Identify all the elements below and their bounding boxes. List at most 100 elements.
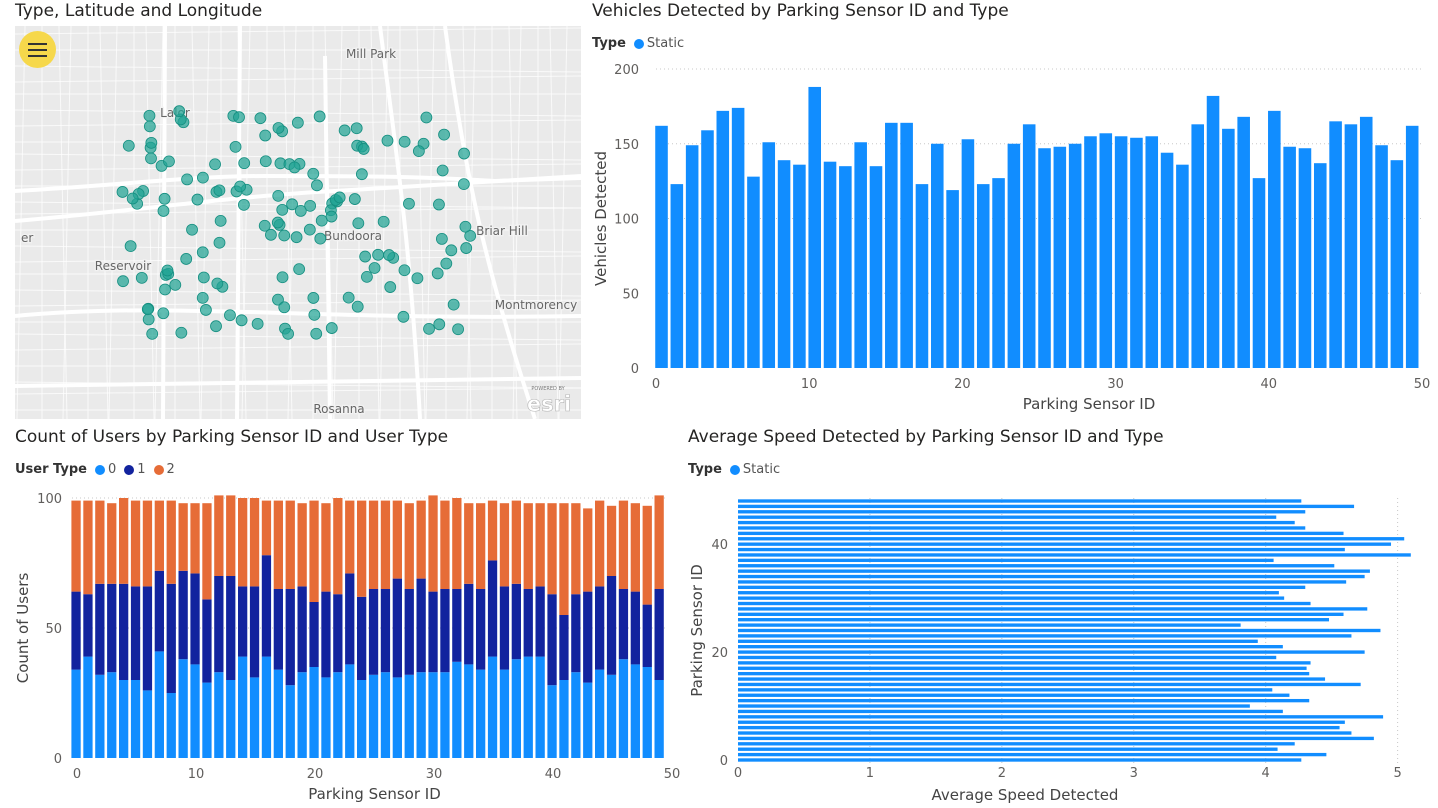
bar-sensor-0 — [738, 758, 1302, 762]
bar-sensor-47 — [738, 504, 1355, 509]
bar-39-type-1 — [535, 586, 545, 657]
map-data-point — [457, 178, 470, 191]
minor-road — [15, 109, 581, 117]
x-tick-label: 1 — [866, 766, 874, 781]
minor-road — [466, 26, 476, 419]
esri-logo: esri — [527, 392, 571, 416]
bar-21-type-2 — [321, 503, 331, 592]
bar-44-type-1 — [595, 586, 605, 670]
x-tick-label: 5 — [1393, 766, 1401, 781]
map-data-point — [433, 318, 446, 331]
map-data-point — [314, 232, 327, 245]
map-data-point — [447, 298, 460, 311]
hamburger-menu-icon[interactable] — [19, 31, 56, 68]
bar-1-type-2 — [83, 500, 93, 595]
y-tick-label: 100 — [37, 492, 62, 507]
map-data-point — [146, 327, 159, 340]
map-data-point — [440, 257, 453, 270]
bar-13-type-1 — [226, 576, 236, 680]
map-data-point — [191, 193, 204, 206]
bar-18-type-1 — [285, 589, 295, 686]
x-tick-label: 10 — [188, 767, 205, 782]
bar-24-type-1 — [357, 596, 367, 680]
legend-item-1[interactable]: 1 — [124, 462, 146, 477]
bar-0-type-1 — [71, 591, 81, 670]
map-data-point — [384, 281, 397, 293]
bar-16-type-0 — [261, 656, 272, 758]
y-tick-label: 0 — [720, 754, 728, 769]
map-data-point — [145, 136, 158, 149]
bar-37-type-2 — [511, 500, 521, 584]
map-data-point — [142, 313, 155, 326]
bar-37-type-1 — [511, 583, 521, 660]
bar-sensor-38 — [738, 553, 1411, 557]
map-data-point — [458, 147, 470, 160]
bar-sensor-27 — [738, 612, 1344, 616]
x-tick-label: 30 — [426, 767, 443, 782]
bar-15-type-2 — [249, 498, 260, 587]
bar-19 — [946, 190, 959, 368]
map-data-point — [169, 278, 182, 291]
bar-36 — [1206, 95, 1220, 368]
map-data-point — [460, 242, 473, 254]
map-panel[interactable]: Mill ParkLalorBundooraBriar HillReservoi… — [15, 26, 581, 419]
bar-29-type-2 — [416, 500, 426, 579]
x-tick-label: 10 — [801, 377, 818, 392]
map-canvas[interactable]: Mill ParkLalorBundooraBriar HillReservoi… — [15, 26, 581, 419]
map-data-point — [173, 105, 186, 118]
bar-22-type-1 — [333, 594, 343, 673]
bar-24-type-0 — [357, 680, 367, 758]
bar-17 — [915, 184, 929, 368]
map-data-point — [286, 198, 298, 211]
bar-47-type-2 — [630, 503, 640, 592]
legend-dot-icon — [124, 464, 135, 475]
bar-33-type-1 — [464, 583, 474, 665]
bar-sensor-13 — [738, 688, 1273, 692]
minor-road — [333, 26, 343, 419]
bar-41-type-1 — [559, 615, 569, 680]
minor-road — [145, 26, 155, 419]
bar-46-type-1 — [618, 589, 629, 660]
x-tick-label: 40 — [545, 767, 562, 782]
bar-30-type-2 — [428, 495, 438, 592]
map-data-point — [116, 186, 129, 198]
bar-29-type-1 — [416, 578, 426, 673]
map-data-point — [452, 323, 464, 336]
y-tick-label: 150 — [614, 138, 639, 153]
bar-28-type-1 — [404, 589, 414, 675]
map-data-point — [278, 301, 291, 314]
map-data-point — [438, 128, 450, 141]
minor-road — [283, 26, 293, 419]
legend-item-0[interactable]: 0 — [94, 462, 116, 477]
map-data-point — [412, 145, 425, 158]
major-road — [235, 26, 242, 419]
bar-43-type-2 — [583, 508, 593, 592]
bar-32-type-1 — [452, 589, 462, 662]
minor-road — [108, 26, 118, 419]
y-tick-label: 100 — [614, 213, 639, 228]
map-points — [116, 105, 477, 340]
bar-35-type-2 — [487, 500, 498, 561]
bar-sensor-20 — [738, 650, 1365, 654]
legend-item-static[interactable]: Static — [729, 462, 780, 477]
bar-31-type-2 — [440, 500, 450, 589]
bar-11-type-0 — [202, 682, 212, 758]
major-road — [15, 308, 581, 319]
minor-road — [15, 245, 581, 253]
bar-26-type-1 — [380, 589, 391, 673]
bar-10 — [808, 86, 821, 368]
map-data-point — [351, 300, 364, 313]
legend-dot-icon — [729, 464, 740, 475]
bar-5 — [731, 107, 745, 368]
map-data-point — [377, 215, 390, 228]
bar-sensor-3 — [738, 742, 1295, 746]
map-data-point — [197, 271, 210, 284]
map-attribution-line1: POWERED BY — [531, 386, 565, 392]
bar-46-type-2 — [618, 500, 629, 589]
legend-item-static[interactable]: Static — [633, 36, 684, 51]
bar-38 — [1237, 116, 1250, 368]
users-chart: 0 50 100 0 10 20 30 40 50 Parking Sensor ID Count … — [14, 492, 680, 803]
bar-sensor-35 — [738, 569, 1370, 573]
bar-10-type-0 — [190, 664, 200, 758]
legend-item-2[interactable]: 2 — [153, 462, 175, 477]
